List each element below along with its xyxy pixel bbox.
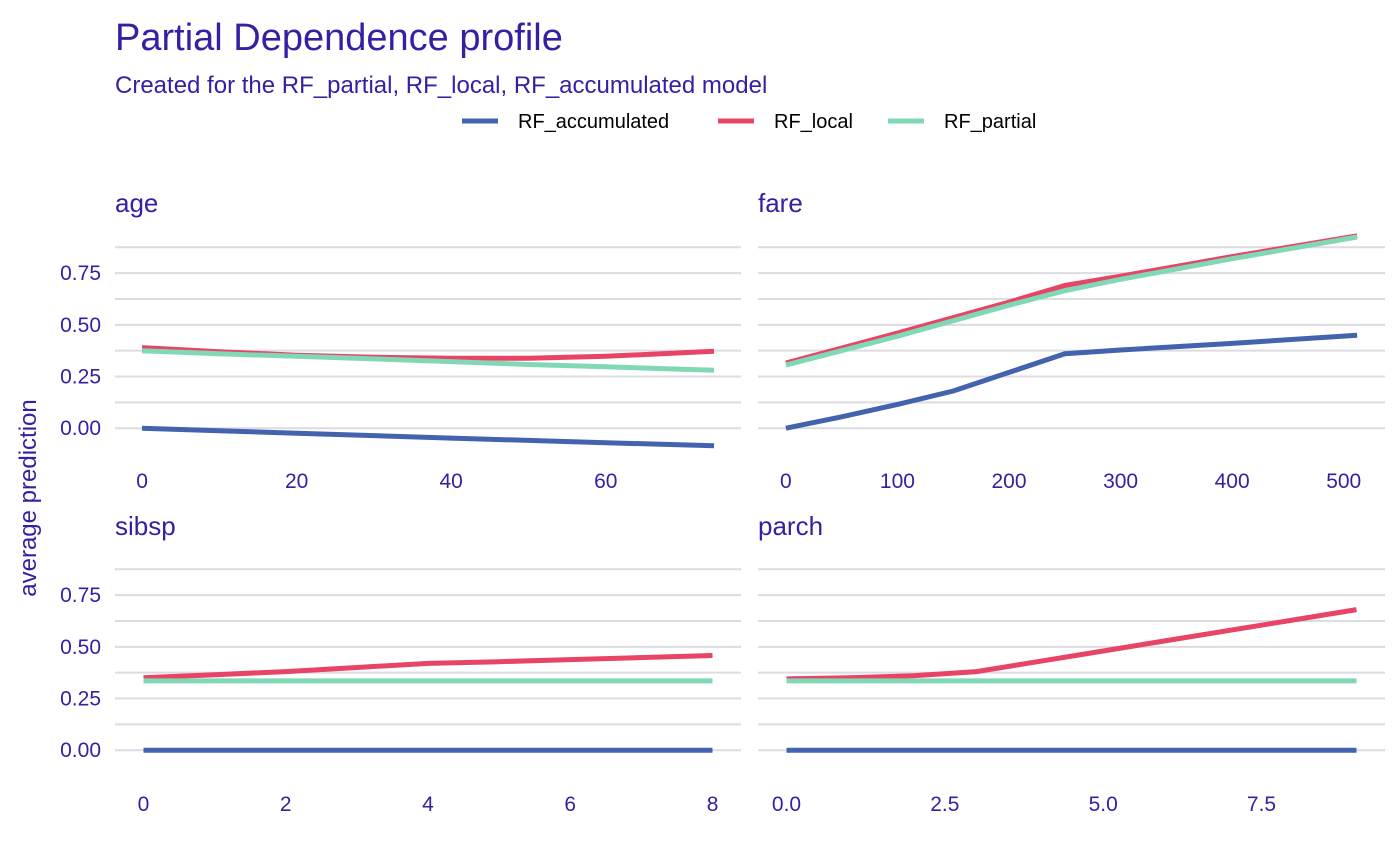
series-line-age-RF_partial [141,348,715,373]
panel-parch: parch 0.0 2.5 5.0 7.5 [758,511,1385,816]
legend-label-RF_partial: RF_partial [944,111,1036,133]
y-tick-label: 0.25 [60,366,101,389]
chart-title: Partial Dependence profile [115,17,563,59]
y-tick-label: 0.00 [60,739,101,762]
series-line-fare-RF_partial [785,234,1358,368]
x-tick-label: 60 [594,470,617,493]
x-tick-label: 100 [880,470,915,493]
chart-subtitle: Created for the RF_partial, RF_local, RF… [115,72,767,99]
x-tick-label: 0 [136,470,148,493]
legend: RF_accumulated RF_local RF_partial [462,111,1036,133]
y-tick-label: 0.50 [60,314,101,337]
x-tick-label: 0.0 [772,793,801,816]
panel-title-fare: fare [758,188,803,218]
panel-title-sibsp: sibsp [115,511,176,541]
y-tick-label: 0.00 [60,417,101,440]
y-tick-label: 0.50 [60,636,101,659]
x-tick-label: 5.0 [1089,793,1118,816]
series-line-sibsp-RF_local [143,653,713,681]
series-line-fare-RF_accumulated [785,332,1358,431]
x-tick-label: 4 [422,793,434,816]
x-tick-label: 40 [440,470,463,493]
x-tick-label: 0 [780,470,792,493]
y-tick-label: 0.75 [60,584,101,607]
legend-label-RF_accumulated: RF_accumulated [518,111,669,133]
x-tick-label: 400 [1215,470,1250,493]
x-tick-label: 500 [1326,470,1361,493]
y-tick-label: 0.75 [60,262,101,285]
x-tick-label: 0 [138,793,150,816]
x-tick-label: 2.5 [930,793,959,816]
legend-label-RF_local: RF_local [774,111,853,133]
y-axis-title: average prediction [15,399,42,596]
panel-title-age: age [115,188,158,218]
x-tick-label: 200 [991,470,1026,493]
panel-sibsp: sibsp 0.00 0.25 0.50 0.75 0 2 4 6 8 [60,511,741,816]
x-tick-label: 300 [1103,470,1138,493]
series-line-parch-RF_local [786,607,1357,682]
x-tick-label: 8 [707,793,719,816]
x-tick-label: 20 [285,470,308,493]
x-tick-label: 2 [280,793,292,816]
panel-title-parch: parch [758,511,823,541]
panel-fare: fare 0 100 200 300 400 500 [758,188,1385,493]
panel-age: age 0.00 0.25 0.50 0.75 0 20 40 60 [60,188,741,493]
x-tick-label: 6 [564,793,576,816]
series-line-age-RF_accumulated [141,425,715,449]
y-tick-label: 0.25 [60,688,101,711]
x-tick-label: 7.5 [1247,793,1276,816]
